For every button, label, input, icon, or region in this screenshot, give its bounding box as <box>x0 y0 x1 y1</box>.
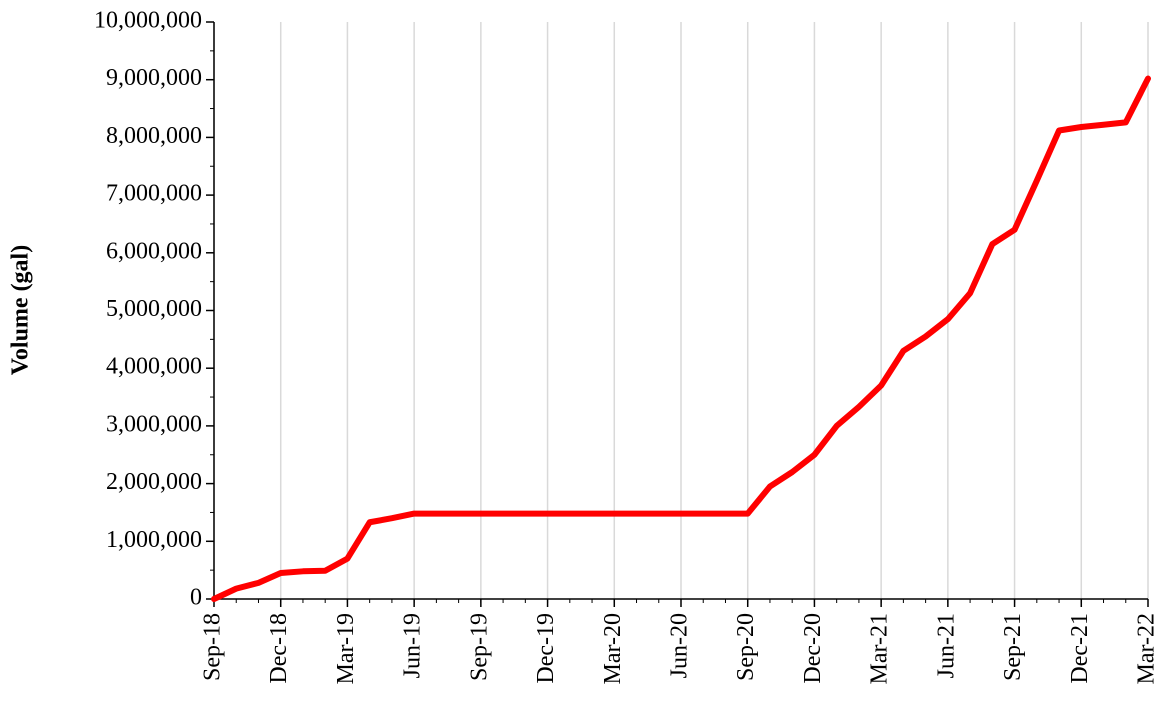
y-tick-label: 8,000,000 <box>106 123 202 149</box>
x-tick-label: Jun-20 <box>667 613 693 678</box>
x-tick-label: Mar-22 <box>1134 613 1159 685</box>
y-tick-label: 3,000,000 <box>106 411 202 437</box>
x-tick-label: Dec-18 <box>266 613 292 684</box>
y-tick-label: 9,000,000 <box>106 65 202 91</box>
y-tick-label: 6,000,000 <box>106 238 202 264</box>
y-tick-label: 10,000,000 <box>94 8 202 34</box>
x-tick-label: Dec-19 <box>533 613 559 684</box>
y-tick-label: 0 <box>190 585 202 611</box>
y-axis-label: Volume (gal) <box>8 245 34 375</box>
data-line <box>211 75 1151 602</box>
y-tick-label: 1,000,000 <box>106 527 202 553</box>
x-tick-label: Dec-21 <box>1067 613 1093 684</box>
y-tick-label: 7,000,000 <box>106 181 202 207</box>
x-tick-label: Mar-21 <box>867 613 893 685</box>
x-tick-label: Sep-21 <box>1000 613 1026 681</box>
x-tick-label: Dec-20 <box>800 613 826 684</box>
y-tick-label: 4,000,000 <box>106 354 202 380</box>
x-tick-label: Sep-20 <box>733 613 759 681</box>
x-tick-label: Jun-21 <box>933 613 959 678</box>
x-tick-label: Mar-20 <box>600 613 626 685</box>
x-tick-label: Jun-19 <box>400 613 426 678</box>
y-tick-label: 2,000,000 <box>106 469 202 495</box>
x-tick-label: Sep-18 <box>200 613 226 681</box>
y-tick-label: 5,000,000 <box>106 296 202 322</box>
x-tick-label: Mar-19 <box>333 613 359 685</box>
x-tick-label: Sep-19 <box>466 613 492 681</box>
